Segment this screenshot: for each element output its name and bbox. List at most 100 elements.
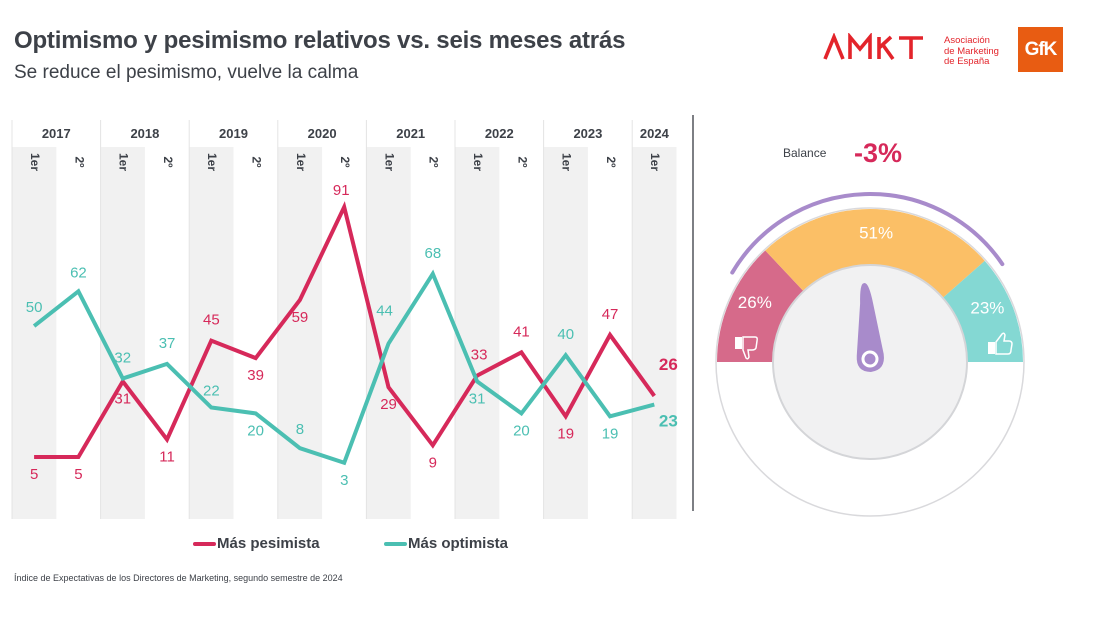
column-band <box>543 147 588 519</box>
data-label-optimista: 3 <box>340 472 348 489</box>
amkt-logo <box>823 33 923 61</box>
semester-label: 1er <box>382 153 396 171</box>
balance-label: Balance <box>783 146 827 160</box>
page-subtitle: Se reduce el pesimismo, vuelve la calma <box>14 62 359 83</box>
data-label-pesimista: 31 <box>114 390 131 407</box>
divider <box>692 115 694 511</box>
data-label-pesimista: 45 <box>203 312 220 329</box>
data-label-optimista: 20 <box>513 422 530 439</box>
column-band <box>12 147 57 519</box>
column-band <box>277 147 323 519</box>
data-label-pesimista: 5 <box>30 466 38 483</box>
semester-label: 2º <box>604 156 618 168</box>
data-label-optimista: 44 <box>376 303 393 320</box>
gauge-label-neutral: 51% <box>859 224 893 243</box>
column-band <box>366 147 411 519</box>
year-label: 2019 <box>219 126 248 141</box>
year-label: 2023 <box>573 126 602 141</box>
data-label-pesimista: 9 <box>429 454 437 471</box>
year-label: 2022 <box>485 126 514 141</box>
data-label-optimista: 32 <box>114 349 131 366</box>
thumbs-down-icon <box>735 336 758 360</box>
legend-item-pesimista: Más pesimista <box>193 535 320 552</box>
data-label-optimista: 37 <box>159 335 176 352</box>
data-label-pesimista: 19 <box>557 425 574 442</box>
thumbs-up-cuff <box>988 342 995 354</box>
semester-label: 2º <box>161 156 175 168</box>
balance-value: -3% <box>854 138 903 168</box>
gauge-segment-neutral <box>765 209 985 298</box>
data-label-optimista: 19 <box>602 425 619 442</box>
needle-body <box>856 283 884 372</box>
data-label-pesimista: 29 <box>380 396 397 413</box>
data-label-optimista: 68 <box>425 245 442 262</box>
amkt-caption: Asociación de Marketing de España <box>944 35 999 68</box>
year-label: 2021 <box>396 126 425 141</box>
semester-label: 1er <box>560 153 574 171</box>
thumbs-up-hand <box>995 332 1013 355</box>
balance-arc <box>730 192 1005 275</box>
thumbs-down-cuff <box>735 337 742 349</box>
semester-label: 1er <box>117 153 131 171</box>
column-band <box>100 147 145 519</box>
semester-label: 1er <box>294 153 308 171</box>
gauge-segment-pesimista <box>717 250 804 362</box>
year-label: 2018 <box>130 126 159 141</box>
gauge-label-optimista: 23% <box>970 299 1004 318</box>
needle-hub <box>861 350 879 368</box>
semester-label: 2º <box>427 156 441 168</box>
amkt-caption-line: Asociación <box>944 35 990 46</box>
legend-swatch-optimista <box>384 541 407 546</box>
year-label: 2017 <box>42 126 71 141</box>
year-label: 2024 <box>640 126 670 141</box>
series-line-pesimista <box>34 201 656 459</box>
gauge-inner-disc <box>772 264 968 460</box>
data-label-pesimista: 33 <box>471 347 488 364</box>
gauge-outer-ring <box>715 207 1025 517</box>
column-band <box>455 147 500 519</box>
data-label-pesimista: 5 <box>74 466 82 483</box>
data-label-optimista: 23 <box>659 412 678 431</box>
data-label-optimista: 62 <box>70 264 87 281</box>
data-label-pesimista: 26 <box>659 355 678 374</box>
gfk-logo: GfK <box>1018 27 1063 72</box>
gauge-segment-optimista <box>942 260 1023 362</box>
year-label: 2020 <box>308 126 337 141</box>
semester-label: 1er <box>471 153 485 171</box>
data-label-optimista: 40 <box>557 326 574 343</box>
page-title: Optimismo y pesimismo relativos vs. seis… <box>14 27 626 54</box>
data-label-pesimista: 41 <box>513 323 530 340</box>
semester-label: 2º <box>515 156 529 168</box>
semester-label: 2º <box>338 156 352 168</box>
amkt-caption-line: de Marketing <box>944 45 999 57</box>
amkt-caption-line: de España <box>944 56 990 67</box>
thumbs-up-icon <box>988 332 1013 355</box>
data-label-pesimista: 47 <box>602 306 619 323</box>
gauge-needle <box>856 283 884 372</box>
legend-label-pesimista: Más pesimista <box>217 535 320 552</box>
data-label-pesimista: 39 <box>247 367 264 384</box>
semester-label: 2º <box>249 156 263 168</box>
data-label-optimista: 31 <box>469 390 486 407</box>
data-label-optimista: 20 <box>247 422 264 439</box>
semester-label: 1er <box>648 153 662 171</box>
data-label-optimista: 22 <box>203 383 220 400</box>
semester-label: 2º <box>72 156 86 168</box>
column-band <box>189 147 234 519</box>
legend-swatch-pesimista <box>193 541 216 546</box>
semester-label: 1er <box>205 153 219 171</box>
thumbs-down-hand <box>742 336 758 360</box>
data-label-pesimista: 11 <box>159 449 175 466</box>
legend-item-optimista: Más optimista <box>384 535 508 552</box>
data-label-optimista: 8 <box>296 421 304 438</box>
legend-label-optimista: Más optimista <box>408 535 509 552</box>
semester-label: 1er <box>28 153 42 171</box>
data-label-pesimista: 91 <box>333 182 350 199</box>
data-label-pesimista: 59 <box>292 309 309 326</box>
gauge-label-pesimista: 26% <box>738 293 772 312</box>
column-band <box>632 147 677 519</box>
data-label-optimista: 50 <box>26 299 43 316</box>
series-line-optimista <box>32 269 655 466</box>
footnote: Índice de Expectativas de los Directores… <box>14 573 343 583</box>
